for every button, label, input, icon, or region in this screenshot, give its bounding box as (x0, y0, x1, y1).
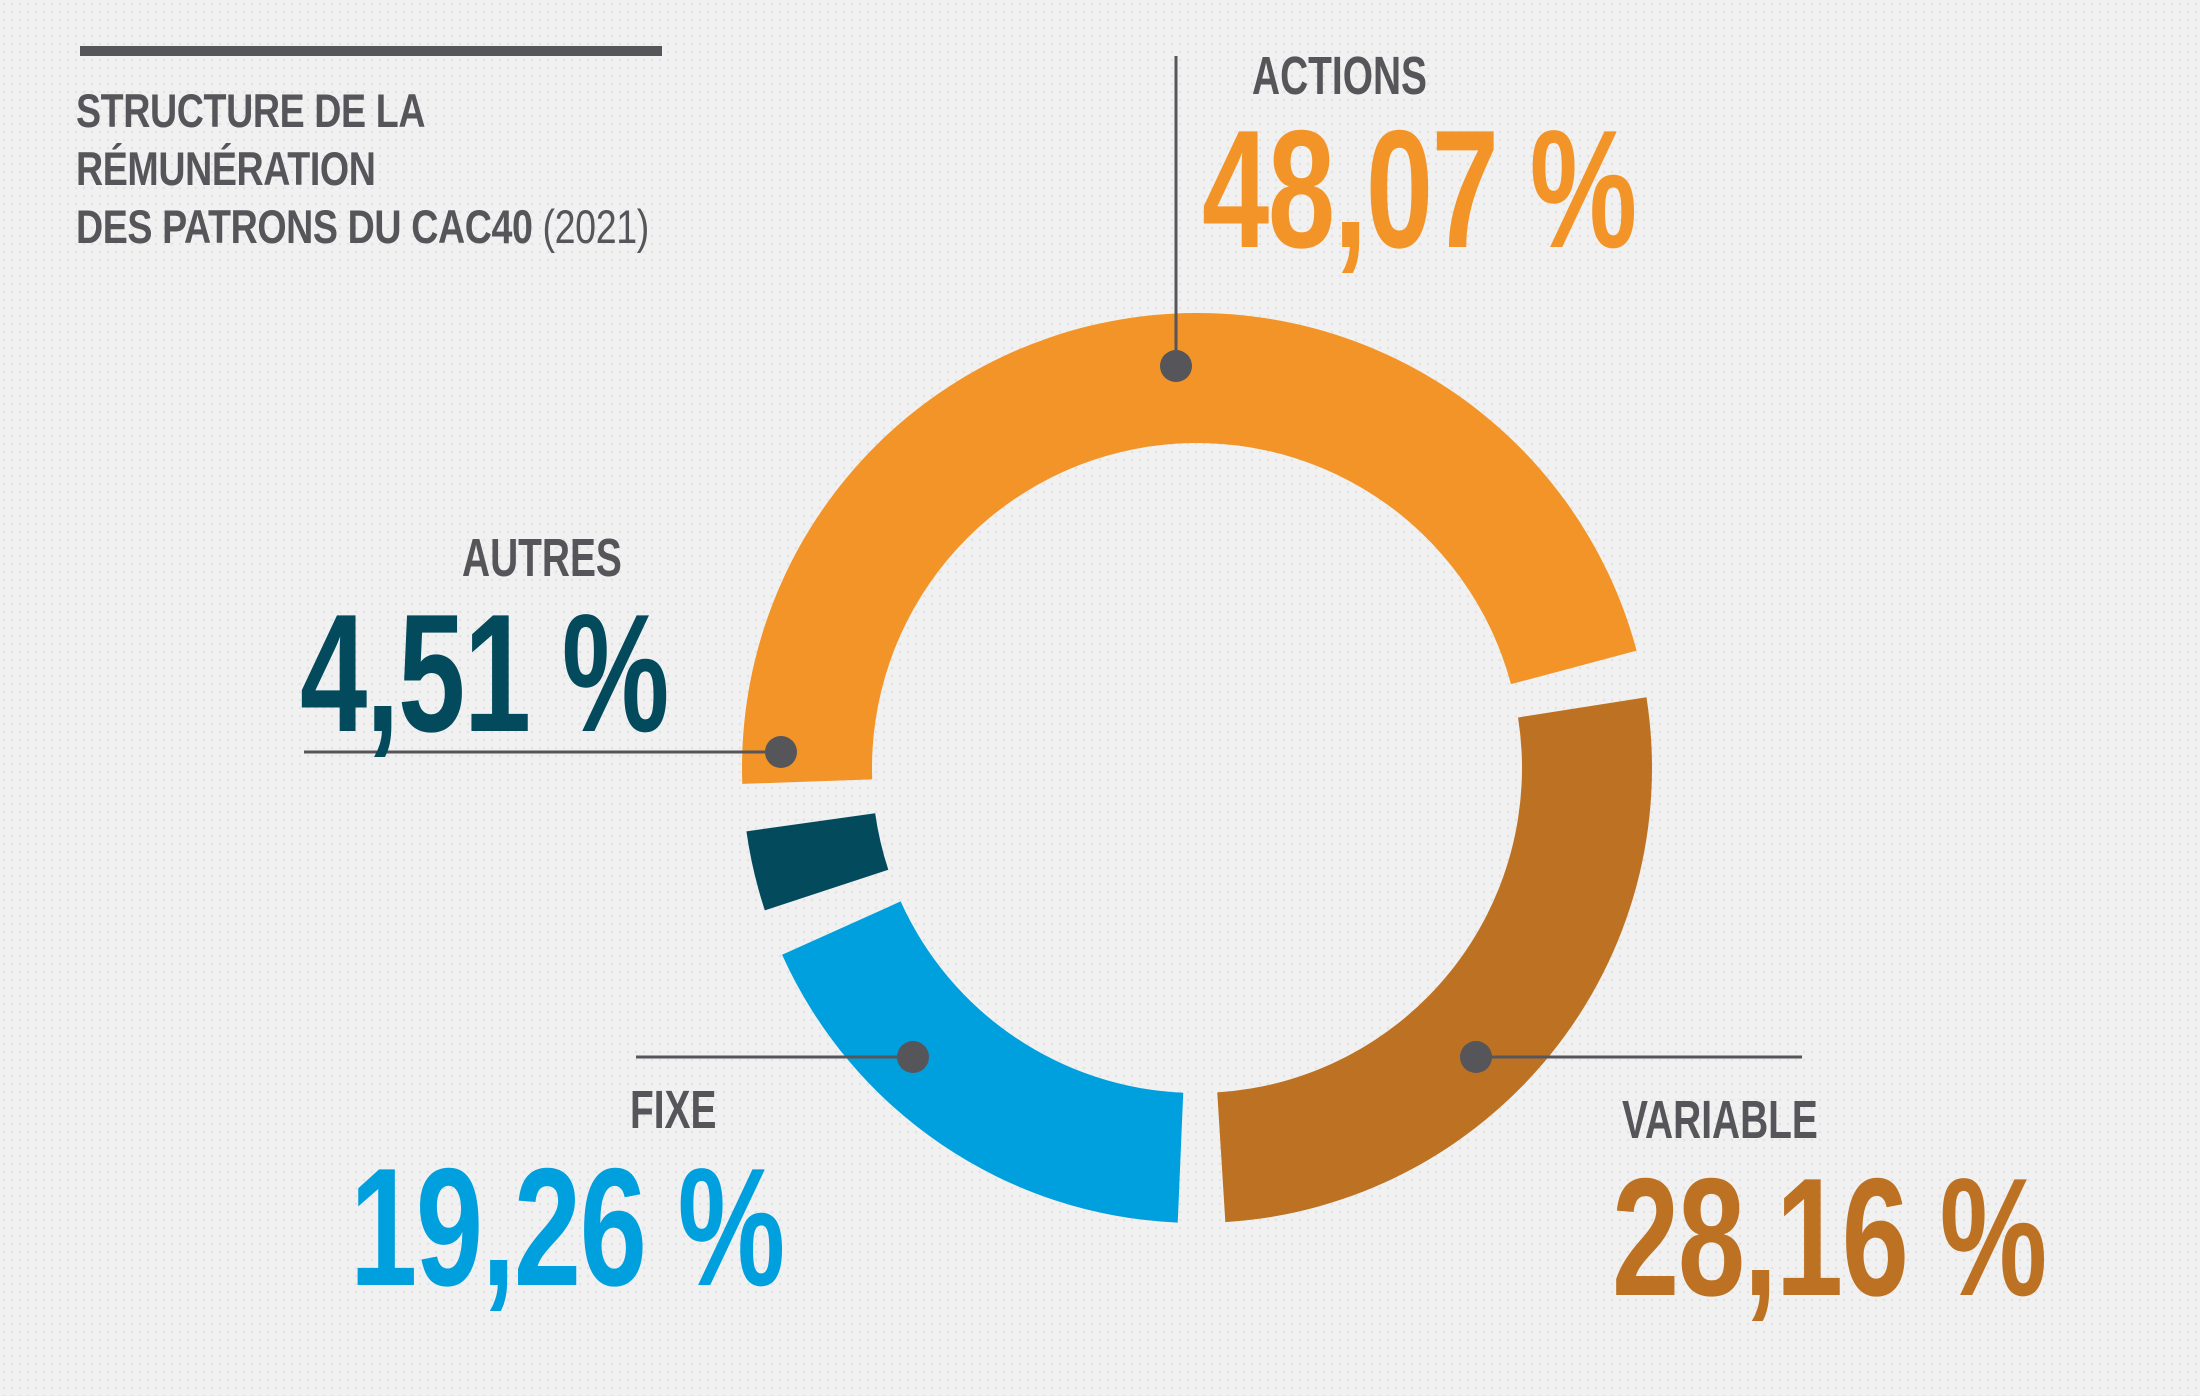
label-fixe-value: 19,26 % (350, 1133, 785, 1321)
leader-dot-fixe (897, 1041, 929, 1073)
title-rule (80, 46, 662, 56)
slice-autres (746, 813, 889, 911)
label-autres-value: 4,51 % (300, 579, 669, 767)
title-line-2: DES PATRONS DU CAC40 (2021) (76, 198, 652, 256)
donut-slices (742, 313, 1652, 1223)
label-autres-name: AUTRES (462, 528, 622, 588)
leader-dot-actions (1160, 350, 1192, 382)
label-actions-value: 48,07 % (1202, 95, 1637, 283)
title-year: (2021) (542, 200, 650, 253)
slice-variable (1217, 697, 1652, 1223)
leader-dot-variable (1460, 1041, 1492, 1073)
chart-title: STRUCTURE DE LA RÉMUNÉRATION DES PATRONS… (76, 82, 652, 256)
slice-fixe (782, 901, 1184, 1223)
label-actions-name: ACTIONS (1252, 46, 1427, 106)
title-line-1: STRUCTURE DE LA RÉMUNÉRATION (76, 84, 424, 195)
leader-dot-autres (765, 736, 797, 768)
slice-actions (742, 313, 1637, 784)
leader-lines (304, 56, 1802, 1073)
title-line-2-text: DES PATRONS DU CAC40 (76, 200, 533, 253)
label-fixe-name: FIXE (630, 1080, 717, 1140)
label-variable-name: VARIABLE (1622, 1090, 1818, 1150)
label-variable-value: 28,16 % (1612, 1143, 2047, 1331)
